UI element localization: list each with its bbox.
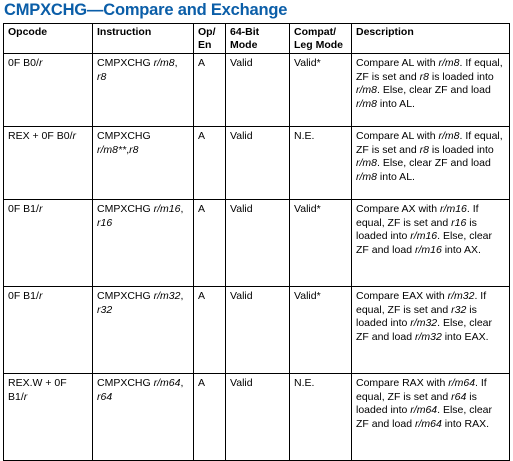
cell-compat-leg-mode: Valid*	[289, 286, 352, 374]
header-op-en: Op/En	[193, 23, 226, 54]
header-instruction: Instruction	[92, 23, 194, 54]
header-64bit-mode: 64-Bit Mode	[225, 23, 290, 54]
cell-compat-leg-mode: N.E.	[289, 373, 352, 461]
cell-instruction: CMPXCHG r/m8, r8	[92, 53, 194, 127]
cell-op-en: A	[193, 126, 226, 200]
cell-opcode: 0F B1/r	[3, 199, 93, 287]
cell-compat-leg-mode: N.E.	[289, 126, 352, 200]
cell-64bit-mode: Valid	[225, 199, 290, 287]
header-compat-leg-mode: Compat/Leg Mode	[289, 23, 352, 54]
cell-compat-leg-mode: Valid*	[289, 53, 352, 127]
table-row: REX.W + 0F B1/r CMPXCHG r/m64, r64 A Val…	[3, 373, 510, 461]
cell-op-en: A	[193, 53, 226, 127]
cell-instruction: CMPXCHG r/m64, r64	[92, 373, 194, 461]
cell-op-en: A	[193, 199, 226, 287]
opcode-table: Opcode Instruction Op/En 64-Bit Mode Comp…	[3, 23, 510, 461]
cell-description: Compare RAX with r/m64. If equal, ZF is …	[351, 373, 510, 461]
header-opcode: Opcode	[3, 23, 93, 54]
page-title: CMPXCHG—Compare and Exchange	[4, 1, 288, 19]
cell-64bit-mode: Valid	[225, 373, 290, 461]
cell-opcode: REX + 0F B0/r	[3, 126, 93, 200]
cell-64bit-mode: Valid	[225, 53, 290, 127]
cell-64bit-mode: Valid	[225, 126, 290, 200]
cell-description: Compare AL with r/m8. If equal, ZF is se…	[351, 53, 510, 127]
cell-64bit-mode: Valid	[225, 286, 290, 374]
cell-opcode: REX.W + 0F B1/r	[3, 373, 93, 461]
table-row: REX + 0F B0/r CMPXCHG r/m8**,r8 A Valid …	[3, 126, 510, 200]
cell-opcode: 0F B1/r	[3, 286, 93, 374]
cell-description: Compare AL with r/m8. If equal, ZF is se…	[351, 126, 510, 200]
cell-op-en: A	[193, 286, 226, 374]
cell-description: Compare EAX with r/m32. If equal, ZF is …	[351, 286, 510, 374]
table-row: 0F B1/r CMPXCHG r/m32, r32 A Valid Valid…	[3, 286, 510, 374]
cell-instruction: CMPXCHG r/m8**,r8	[92, 126, 194, 200]
cell-description: Compare AX with r/m16. If equal, ZF is s…	[351, 199, 510, 287]
header-description: Description	[351, 23, 510, 54]
cell-instruction: CMPXCHG r/m16, r16	[92, 199, 194, 287]
cell-opcode: 0F B0/r	[3, 53, 93, 127]
table-header-row: Opcode Instruction Op/En 64-Bit Mode Comp…	[3, 23, 510, 54]
table-row: 0F B0/r CMPXCHG r/m8, r8 A Valid Valid* …	[3, 53, 510, 127]
cell-compat-leg-mode: Valid*	[289, 199, 352, 287]
table-row: 0F B1/r CMPXCHG r/m16, r16 A Valid Valid…	[3, 199, 510, 287]
cell-op-en: A	[193, 373, 226, 461]
cell-instruction: CMPXCHG r/m32, r32	[92, 286, 194, 374]
